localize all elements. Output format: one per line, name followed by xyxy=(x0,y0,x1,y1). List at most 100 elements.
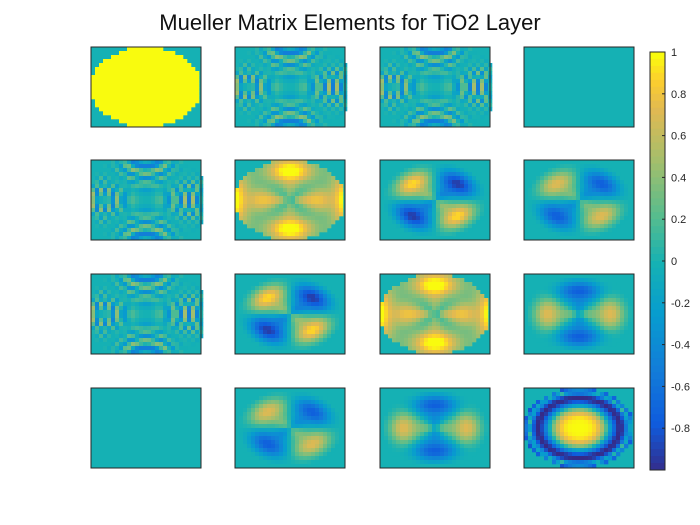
heatmap-cell xyxy=(424,290,429,295)
heatmap-cell xyxy=(303,99,308,104)
heatmap-cell xyxy=(267,228,272,233)
heatmap-cell xyxy=(416,196,421,201)
heatmap-cell xyxy=(600,294,605,299)
heatmap-cell xyxy=(396,180,401,185)
heatmap-cell xyxy=(191,75,196,80)
heatmap-cell xyxy=(428,71,433,76)
heatmap-cell xyxy=(127,220,132,225)
heatmap-cell xyxy=(299,314,304,319)
heatmap-cell xyxy=(424,99,429,104)
heatmap-cell xyxy=(556,306,561,311)
heatmap-cell xyxy=(327,204,332,209)
heatmap-cell xyxy=(115,87,120,92)
heatmap-cell xyxy=(243,115,248,120)
heatmap-cell xyxy=(592,220,597,225)
heatmap-cell xyxy=(99,342,104,347)
heatmap-cell xyxy=(456,75,461,80)
heatmap-cell xyxy=(315,192,320,197)
heatmap-cell xyxy=(147,160,152,165)
heatmap-cell xyxy=(291,204,296,209)
heatmap-cell xyxy=(135,334,140,339)
heatmap-cell xyxy=(91,322,96,327)
heatmap-cell xyxy=(384,200,389,205)
heatmap-cell xyxy=(588,180,593,185)
heatmap-cell xyxy=(171,59,176,64)
heatmap-cell xyxy=(167,103,172,108)
heatmap-cell xyxy=(155,216,160,221)
heatmap-cell xyxy=(143,232,148,237)
heatmap-cell xyxy=(155,290,160,295)
heatmap-cell xyxy=(408,192,413,197)
heatmap-cell xyxy=(596,290,601,295)
heatmap-cell xyxy=(552,208,557,213)
heatmap-cell xyxy=(295,274,300,279)
heatmap-cell xyxy=(167,294,172,299)
heatmap-cell xyxy=(596,282,601,287)
heatmap-cell xyxy=(295,103,300,108)
heatmap-cell xyxy=(460,286,465,291)
heatmap-cell xyxy=(319,99,324,104)
heatmap-cell xyxy=(331,115,336,120)
heatmap-cell xyxy=(552,228,557,233)
heatmap-cell xyxy=(404,115,409,120)
heatmap-cell xyxy=(107,172,112,177)
heatmap-cell xyxy=(131,99,136,104)
heatmap-cell xyxy=(384,59,389,64)
heatmap-cell xyxy=(243,55,248,60)
heatmap-cell xyxy=(267,67,272,72)
heatmap-cell xyxy=(584,322,589,327)
heatmap-cell xyxy=(235,95,240,100)
heatmap-cell xyxy=(624,322,629,327)
heatmap-cell xyxy=(339,59,344,64)
heatmap-cell xyxy=(408,119,413,124)
heatmap-cell xyxy=(287,286,292,291)
heatmap-cell xyxy=(384,111,389,116)
heatmap-cell xyxy=(452,71,457,76)
heatmap-cell xyxy=(95,67,100,72)
heatmap-cell xyxy=(263,119,268,124)
heatmap-cell xyxy=(408,87,413,92)
heatmap-cell xyxy=(532,212,537,217)
heatmap-cell xyxy=(436,278,441,283)
heatmap-cell xyxy=(167,208,172,213)
heatmap-cell xyxy=(135,164,140,169)
heatmap-cell xyxy=(235,204,240,209)
heatmap-cell xyxy=(115,115,120,120)
heatmap-cell xyxy=(299,79,304,84)
heatmap-cell xyxy=(444,314,449,319)
heatmap-cell xyxy=(444,346,449,351)
heatmap-cell xyxy=(131,228,136,233)
heatmap-cell xyxy=(327,224,332,229)
heatmap-cell xyxy=(436,164,441,169)
heatmap-cell xyxy=(167,204,172,209)
heatmap-cell xyxy=(331,67,336,72)
heatmap-cell xyxy=(295,294,300,299)
heatmap-cell xyxy=(440,123,445,128)
heatmap-cell xyxy=(468,294,473,299)
heatmap-cell xyxy=(412,91,417,96)
heatmap-cell xyxy=(331,111,336,116)
heatmap-cell xyxy=(484,83,489,88)
heatmap-cell xyxy=(99,322,104,327)
heatmap-cell xyxy=(404,75,409,80)
heatmap-cell xyxy=(544,172,549,177)
heatmap-cell xyxy=(99,83,104,88)
heatmap-cell xyxy=(444,51,449,56)
heatmap-cell xyxy=(327,290,332,295)
heatmap-cell xyxy=(271,192,276,197)
heatmap-cell xyxy=(295,59,300,64)
heatmap-cell xyxy=(119,192,124,197)
heatmap-cell xyxy=(440,306,445,311)
heatmap-cell xyxy=(540,314,545,319)
heatmap-cell xyxy=(456,176,461,181)
heatmap-cell xyxy=(432,103,437,108)
heatmap-cell xyxy=(303,334,308,339)
heatmap-cell xyxy=(123,274,128,279)
heatmap-cell xyxy=(540,200,545,205)
heatmap-cell xyxy=(251,216,256,221)
heatmap-cell xyxy=(580,278,585,283)
heatmap-cell xyxy=(163,188,168,193)
heatmap-cell xyxy=(608,294,613,299)
heatmap-cell xyxy=(127,326,132,331)
heatmap-cell xyxy=(191,286,196,291)
